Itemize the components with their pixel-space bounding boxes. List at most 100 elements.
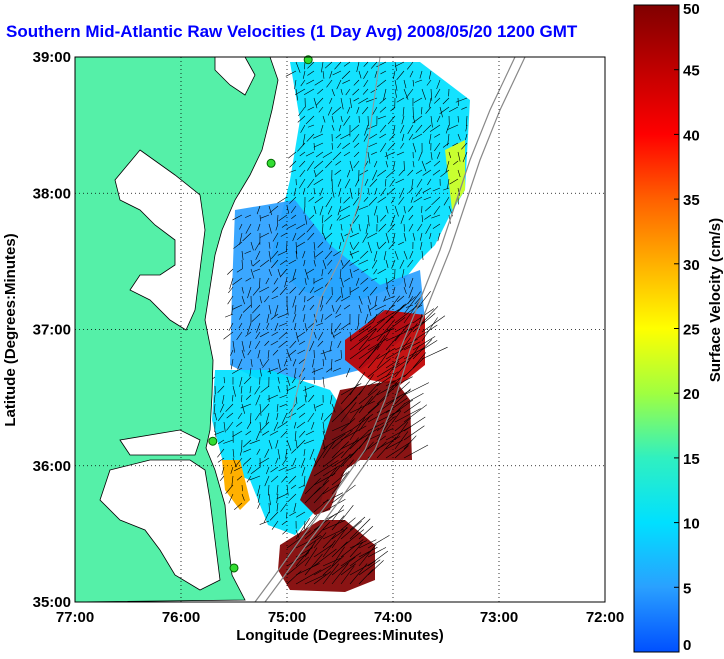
velocity-arrow [432, 223, 441, 229]
velocity-arrow [241, 259, 243, 270]
velocity-arrow [343, 304, 351, 310]
velocity-arrow [301, 466, 306, 477]
velocity-arrow [265, 466, 270, 475]
velocity-arrow [413, 97, 423, 103]
velocity-arrow [339, 196, 342, 204]
velocity-arrow [358, 328, 377, 351]
velocity-arrow [273, 421, 279, 432]
velocity-arrow [363, 70, 369, 79]
velocity-arrow [349, 223, 353, 233]
velocity-arrow [247, 286, 252, 299]
velocity-arrow [401, 115, 405, 125]
velocity-arrow [393, 124, 396, 134]
velocity-arrow [338, 124, 342, 132]
velocity-arrow [286, 385, 297, 392]
velocity-arrow [257, 502, 261, 509]
velocity-arrow [268, 484, 270, 496]
velocity-arrow [384, 295, 396, 301]
velocity-arrow [358, 223, 361, 232]
velocity-arrow [259, 286, 270, 293]
velocity-arrow [265, 277, 270, 285]
velocity-arrow [241, 349, 245, 359]
velocity-arrow [223, 439, 234, 444]
velocity-arrow [385, 205, 389, 214]
velocity-arrow [374, 205, 378, 216]
velocity-arrow [403, 357, 425, 378]
velocity-arrow [403, 392, 424, 405]
velocity-arrow [264, 295, 270, 303]
velocity-arrow [421, 106, 423, 115]
velocity-arrow [320, 124, 324, 133]
velocity-arrow [340, 529, 364, 549]
velocity-arrow [243, 457, 252, 465]
velocity-arrow [385, 277, 389, 290]
velocity-arrow [358, 304, 362, 314]
velocity-arrow [367, 422, 385, 432]
velocity-arrow [412, 133, 423, 140]
velocity-arrow [226, 421, 234, 431]
velocity-arrow [267, 394, 279, 400]
velocity-arrow [320, 304, 324, 312]
velocity-arrow [292, 313, 297, 323]
velocity-arrow [403, 291, 421, 315]
velocity-arrow [286, 530, 311, 549]
velocity-arrow [349, 241, 353, 249]
velocity-arrow [247, 466, 252, 474]
velocity-arrow [308, 214, 315, 220]
velocity-arrow [262, 358, 270, 368]
velocity-arrow [401, 133, 405, 141]
velocity-arrow [340, 277, 344, 288]
velocity-arrow [272, 286, 279, 293]
velocity-arrow [396, 97, 405, 103]
x-axis-label: Longitude (Degrees:Minutes) [236, 627, 444, 644]
velocity-arrow [298, 430, 306, 438]
velocity-arrow [280, 430, 288, 438]
x-tick-label: 74:00 [374, 609, 412, 626]
velocity-arrow [324, 214, 333, 222]
velocity-arrow [294, 79, 297, 90]
velocity-arrow [331, 541, 348, 558]
velocity-arrow [389, 133, 396, 141]
velocity-arrow [394, 79, 398, 91]
velocity-arrow [448, 106, 459, 112]
velocity-arrow [466, 115, 468, 126]
velocity-arrow [430, 115, 433, 128]
velocity-arrow [363, 61, 369, 67]
velocity-arrow [367, 535, 390, 549]
map-layers [75, 57, 605, 602]
velocity-arrow [304, 277, 307, 285]
velocity-arrow [297, 142, 306, 152]
velocity-arrow [403, 250, 408, 260]
velocity-arrow [239, 313, 243, 320]
velocity-arrow [289, 277, 297, 283]
velocity-arrow [385, 439, 403, 450]
velocity-arrow [386, 187, 396, 196]
velocity-arrow [277, 196, 288, 204]
velocity-arrow [324, 313, 333, 320]
velocity-arrow [267, 367, 279, 373]
velocity-arrow [313, 445, 329, 468]
velocity-arrow [385, 160, 388, 168]
velocity-arrow [236, 475, 243, 481]
velocity-arrow [276, 493, 288, 500]
velocity-arrow [376, 214, 379, 224]
velocity-arrow [232, 430, 243, 437]
velocity-arrow [385, 402, 406, 423]
velocity-arrow [340, 520, 362, 540]
velocity-arrow [412, 312, 436, 333]
velocity-arrow [304, 214, 308, 225]
velocity-arrow [268, 205, 273, 216]
velocity-arrow [349, 344, 371, 360]
velocity-arrow [366, 232, 378, 239]
velocity-arrow [377, 115, 387, 120]
velocity-arrow [299, 169, 306, 177]
velocity-arrow [324, 232, 333, 240]
velocity-arrow [353, 142, 360, 148]
velocity-arrow [306, 223, 315, 233]
velocity-arrow [390, 214, 396, 227]
velocity-arrow [358, 415, 371, 432]
velocity-arrow [309, 448, 315, 460]
velocity-arrow [425, 160, 432, 165]
velocity-arrow [276, 403, 279, 412]
velocity-arrow [353, 160, 360, 168]
